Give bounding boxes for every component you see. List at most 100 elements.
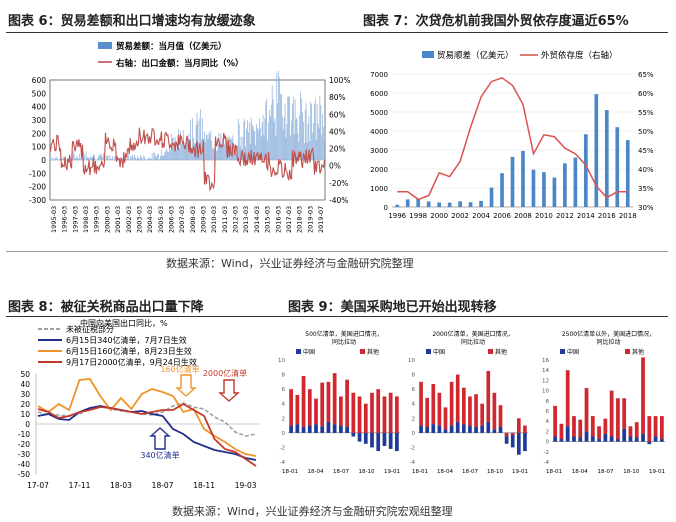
fig7-bar bbox=[615, 127, 620, 207]
fig9-bar-other bbox=[455, 374, 460, 422]
fig8-y-tick: 40 bbox=[20, 380, 30, 389]
fig8-y-tick: -50 bbox=[18, 470, 30, 479]
fig9-bar-china bbox=[307, 425, 312, 433]
fig9-bar-china bbox=[314, 424, 318, 433]
fig6-x-tick: 2008-03 bbox=[189, 206, 197, 233]
fig7-bar bbox=[563, 163, 567, 207]
fig6-x-tick: 2019-03 bbox=[306, 206, 314, 233]
fig6-bar bbox=[285, 137, 287, 160]
fig6-bar bbox=[323, 126, 324, 160]
fig9-y-tick: 2 bbox=[282, 416, 286, 422]
fig9-bar-china bbox=[498, 427, 503, 433]
fig6-bar bbox=[283, 117, 285, 160]
mid-rule bbox=[6, 316, 668, 317]
fig6-bar bbox=[243, 121, 245, 160]
fig6-bar bbox=[261, 122, 263, 160]
fig7-bar bbox=[531, 169, 536, 207]
fig6-bar bbox=[233, 143, 235, 160]
fig9-bar-other bbox=[480, 403, 484, 426]
fig6-bar bbox=[77, 158, 79, 160]
fig7-bar bbox=[584, 134, 588, 207]
fig7-x-tick: 2000 bbox=[430, 212, 448, 220]
fig8-series-line bbox=[37, 378, 257, 457]
fig7-right-tick: 45% bbox=[638, 147, 654, 155]
fig6-bar bbox=[311, 103, 312, 160]
fig9-bar-china bbox=[320, 426, 325, 433]
fig9-bar-other bbox=[597, 426, 601, 440]
fig6-bar bbox=[131, 155, 133, 160]
fig9-legend-swatch bbox=[560, 349, 565, 354]
fig6-left-tick: 300 bbox=[32, 116, 47, 125]
fig6-bar bbox=[297, 132, 299, 160]
fig9-legend-other: 其他 bbox=[632, 348, 644, 356]
fig9-bar-other bbox=[462, 387, 466, 425]
fig6-bar bbox=[245, 146, 246, 160]
fig6-bar bbox=[235, 148, 236, 160]
fig6-bar bbox=[80, 157, 81, 160]
fig6-bar bbox=[200, 109, 202, 160]
fig9-panel-title: 2500亿清单以外，美国进口情况， bbox=[562, 330, 655, 338]
fig6-bar bbox=[237, 118, 239, 160]
fig6-bar bbox=[175, 141, 177, 160]
fig9-y-tick: 4 bbox=[412, 402, 416, 408]
fig9-bar-other bbox=[565, 370, 570, 427]
fig9-y-tick: 16 bbox=[542, 358, 549, 364]
fig9-x-tick: 19-01 bbox=[649, 469, 665, 475]
fig6-bar bbox=[110, 158, 112, 160]
fig7-bar bbox=[437, 202, 441, 207]
fig9-bar-other bbox=[590, 416, 595, 437]
fig9-bar-other bbox=[382, 396, 387, 433]
fig6-x-tick: 1996-03 bbox=[61, 206, 69, 233]
fig6-bar bbox=[87, 157, 89, 160]
fig6-bar bbox=[112, 156, 114, 160]
fig9-y-tick: -2 bbox=[410, 445, 415, 451]
top-rule bbox=[6, 32, 668, 33]
fig6-bar bbox=[222, 138, 224, 160]
fig7-x-tick: 2004 bbox=[472, 212, 490, 220]
fig9-y-tick: -2 bbox=[280, 445, 285, 451]
fig9-bar-other bbox=[572, 416, 576, 437]
fig6-bar bbox=[66, 160, 68, 161]
fig6-bar bbox=[114, 156, 115, 160]
fig6-bar bbox=[219, 141, 221, 160]
fig7-left-tick: 1000 bbox=[370, 185, 388, 193]
fig6-x-tick: 2017-03 bbox=[285, 206, 293, 233]
fig6-bar bbox=[314, 98, 316, 160]
fig9-title: 图表 9：美国采购地已开始出现转移 bbox=[288, 300, 497, 315]
fig6-legend-bar-swatch bbox=[98, 42, 112, 49]
fig6-bar bbox=[288, 95, 290, 160]
fig9-bar-china bbox=[332, 424, 337, 433]
fig9-bar-china bbox=[357, 432, 362, 442]
fig6-bar bbox=[313, 122, 314, 160]
fig6-bar bbox=[270, 116, 271, 160]
fig6-left-tick: 100 bbox=[32, 143, 47, 152]
fig6-bar bbox=[322, 113, 323, 160]
fig9-bar-other bbox=[468, 396, 472, 426]
fig6-bar bbox=[275, 135, 277, 160]
fig6-left-tick: 400 bbox=[32, 103, 47, 112]
fig6-x-tick: 2018-03 bbox=[296, 206, 304, 233]
fig6-bar bbox=[213, 147, 214, 160]
fig6-bar bbox=[171, 138, 173, 160]
fig6-bar bbox=[168, 152, 169, 160]
fig6-bar bbox=[289, 97, 290, 160]
fig6-bar bbox=[251, 124, 253, 160]
fig6-legend-bar: 贸易差额：当月值（亿美元） bbox=[116, 41, 227, 52]
fig9-panel-subtitle: 同比拉动 bbox=[332, 338, 356, 346]
fig6-right-tick: 0% bbox=[329, 162, 341, 171]
fig9-bar-other bbox=[641, 357, 645, 434]
fig6-bar bbox=[224, 144, 225, 160]
fig6-bar bbox=[292, 103, 293, 160]
fig9-bar-other bbox=[314, 398, 318, 425]
fig9-y-tick: 6 bbox=[546, 409, 550, 415]
fig9-bar-other bbox=[388, 392, 393, 433]
fig6-left-tick: -200 bbox=[29, 183, 46, 192]
fig6-bar bbox=[182, 130, 184, 160]
fig6-bar bbox=[129, 155, 131, 160]
fig9-bar-other bbox=[653, 416, 658, 437]
fig9-bar-china bbox=[659, 439, 664, 442]
fig6-bar bbox=[59, 158, 60, 160]
fig9-bar-china bbox=[628, 436, 633, 442]
fig7-dependence-line bbox=[397, 76, 628, 201]
fig6-left-tick: 500 bbox=[32, 89, 47, 98]
